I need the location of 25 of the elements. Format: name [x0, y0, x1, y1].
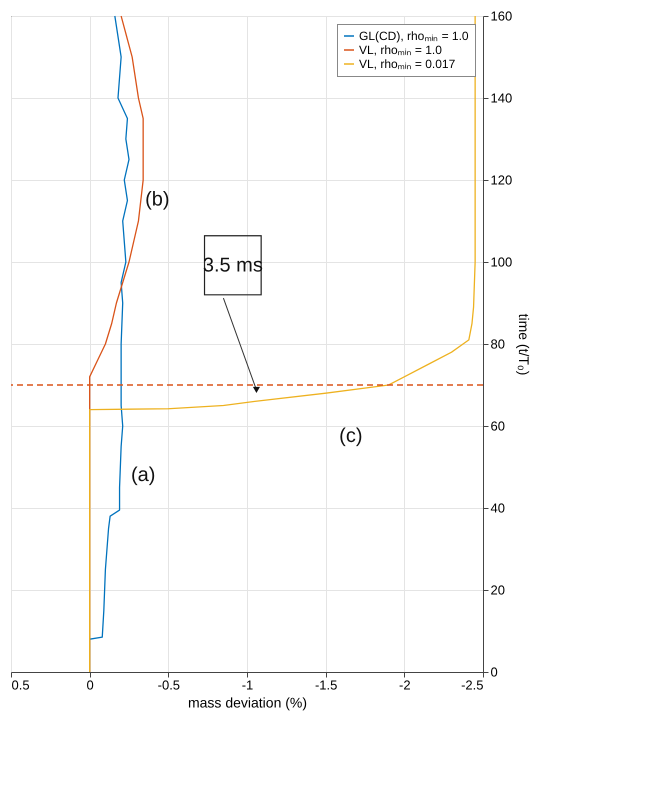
annotation: (c): [339, 424, 363, 447]
y-tick-label: 140: [490, 90, 512, 106]
x-tick-label: -1.5: [314, 678, 338, 692]
x-tick-label: -0.5: [158, 678, 180, 692]
x-tick-label: -2.5: [461, 678, 484, 692]
y-tick-label: 0: [490, 664, 498, 680]
y-tick-label: 20: [490, 582, 505, 598]
legend-label: VL, rhoₘᵢₙ = 0.017: [359, 57, 456, 71]
y-tick-label: 40: [490, 500, 505, 516]
legend-label: VL, rhoₘᵢₙ = 1.0: [359, 43, 442, 57]
legend-label: GL(CD), rhoₘᵢₙ = 1.0: [359, 29, 469, 43]
x-tick-label: -1: [242, 678, 254, 692]
x-tick-label: 0.5: [12, 678, 30, 692]
annotation: (a): [130, 464, 156, 486]
y-axis-title: time (t/T₀): [516, 314, 532, 376]
x-tick-label: 0: [86, 678, 94, 692]
y-tick-label: 80: [490, 336, 505, 352]
y-tick-label: 100: [490, 254, 512, 270]
x-tick-label: -2: [399, 678, 411, 692]
y-tick-label: 120: [490, 172, 512, 188]
y-tick-label: 160: [490, 8, 512, 24]
x-axis-title: mass deviation (%): [188, 694, 308, 710]
annotation: (b): [145, 188, 170, 211]
y-tick-label: 60: [490, 418, 505, 434]
line-series: [89, 15, 476, 673]
